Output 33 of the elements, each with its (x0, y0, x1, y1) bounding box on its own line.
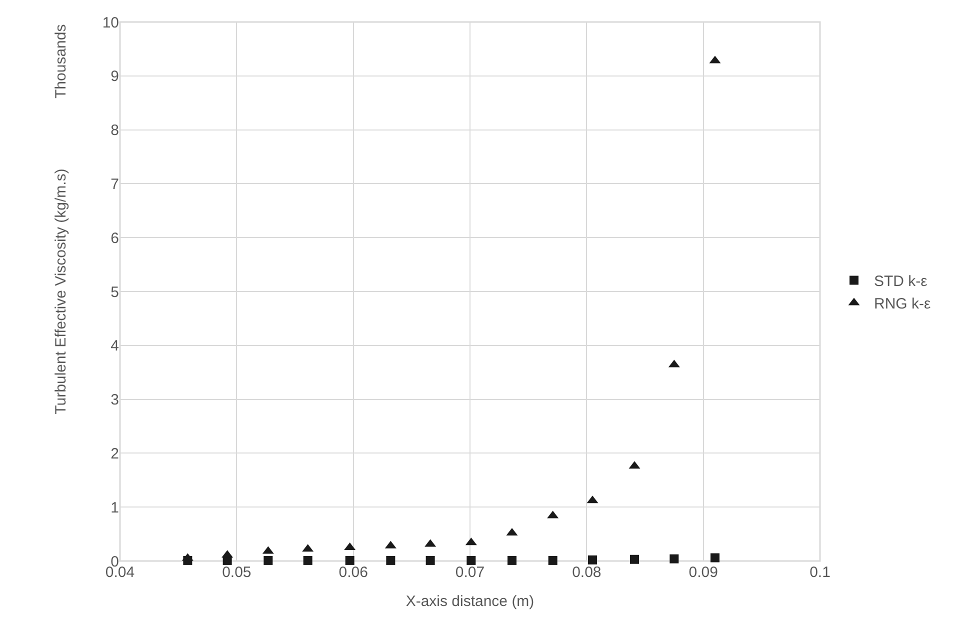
legend-label: RNG k-ε (874, 296, 931, 313)
point (345, 556, 354, 565)
point (508, 556, 516, 565)
x-tick-label: 0.06 (338, 564, 368, 581)
x-tick-label: 0.08 (572, 564, 602, 581)
y-axis-title: Turbulent Effective Viscosity (kg/m.s) (52, 168, 70, 414)
y-tick-label: 1 (110, 499, 119, 516)
point (386, 556, 396, 565)
y-tick-label: 3 (110, 392, 119, 409)
legend-label: STD k-ε (874, 273, 928, 290)
point (670, 554, 679, 564)
point (466, 556, 476, 565)
point (588, 555, 597, 564)
y-tick-label: 7 (110, 176, 119, 193)
point (630, 554, 639, 564)
point (426, 556, 435, 565)
point (303, 556, 312, 565)
text: Thousands (52, 24, 70, 98)
point (548, 556, 558, 565)
x-tick-label: 0.09 (688, 564, 718, 581)
y-tick-label: 4 (110, 338, 119, 355)
x-axis-title: X-axis distance (m) (406, 593, 534, 610)
y-tick-label: 10 (102, 14, 119, 32)
y-tick-label: 6 (110, 230, 119, 247)
x-tick-label: 0.05 (222, 564, 252, 581)
y-tick-label: 9 (110, 68, 119, 86)
x-tick-label: 0.1 (810, 564, 830, 581)
y-tick-label: 8 (110, 122, 119, 140)
y-tick-label: 5 (110, 284, 119, 301)
y-tick-label: 2 (110, 445, 119, 462)
point (264, 556, 273, 565)
point (710, 553, 720, 562)
x-tick-label: 0.07 (455, 564, 485, 581)
